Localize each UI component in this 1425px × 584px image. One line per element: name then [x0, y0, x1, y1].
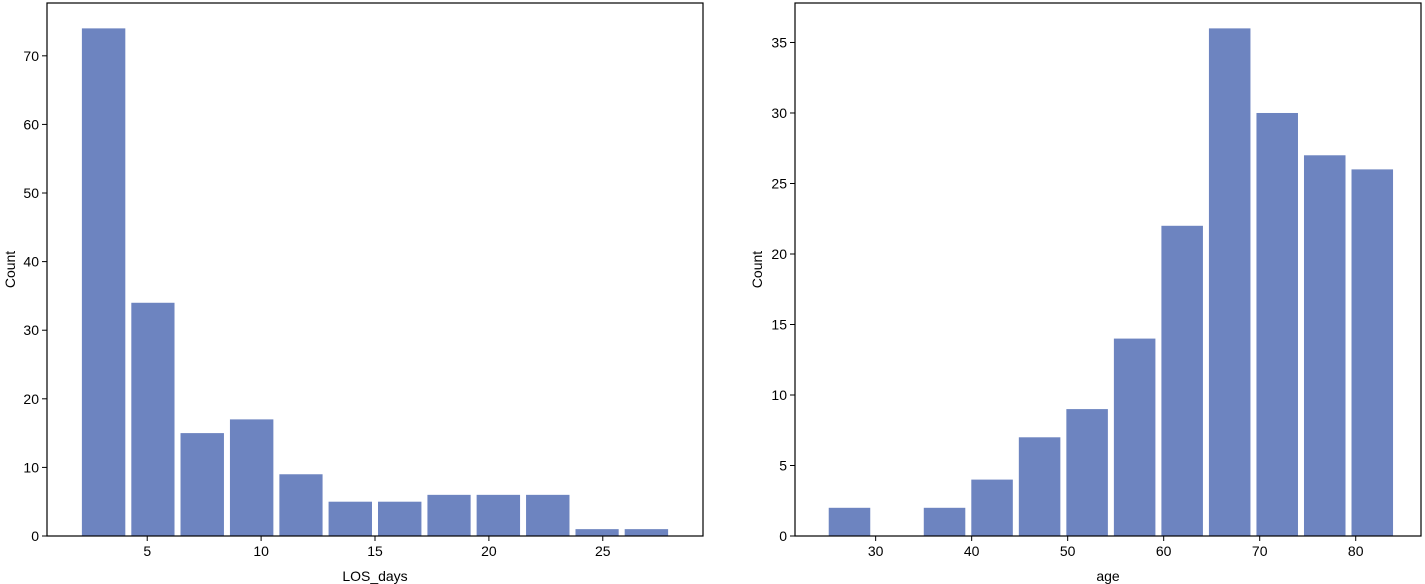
- y-tick-label: 40: [23, 254, 39, 270]
- y-tick-label: 15: [771, 316, 787, 332]
- bar: [378, 501, 422, 536]
- bar: [476, 494, 521, 536]
- x-axis-label: age: [1096, 568, 1120, 584]
- bar: [328, 501, 372, 536]
- bar: [624, 529, 669, 536]
- x-tick-label: 30: [868, 543, 884, 559]
- bar: [1161, 225, 1203, 536]
- bar: [828, 507, 871, 536]
- x-tick-label: 40: [964, 543, 980, 559]
- x-tick-label: 25: [595, 543, 611, 559]
- y-axis-label: Count: [2, 251, 18, 288]
- bar: [1256, 112, 1298, 536]
- bar: [1303, 155, 1346, 537]
- y-tick-label: 20: [23, 391, 39, 407]
- bar: [1018, 437, 1061, 536]
- y-axis-label: Count: [749, 251, 765, 288]
- bar: [923, 507, 966, 536]
- y-tick-label: 35: [771, 34, 787, 50]
- x-tick-label: 70: [1252, 543, 1268, 559]
- y-tick-label: 70: [23, 48, 39, 64]
- bar: [526, 494, 570, 536]
- y-tick-label: 20: [771, 246, 787, 262]
- bar: [575, 529, 619, 536]
- plot-frame: [794, 2, 1422, 537]
- bar: [427, 494, 471, 536]
- x-tick-label: 60: [1156, 543, 1172, 559]
- x-tick-label: 5: [143, 543, 151, 559]
- x-tick-label: 80: [1348, 543, 1364, 559]
- y-tick-label: 60: [23, 116, 39, 132]
- x-axis-label: LOS_days: [342, 568, 407, 584]
- bar: [180, 433, 224, 536]
- y-tick-label: 5: [779, 457, 787, 473]
- bar: [971, 479, 1013, 536]
- x-tick-label: 20: [481, 543, 497, 559]
- bar: [81, 28, 126, 537]
- x-tick-label: 10: [253, 543, 269, 559]
- x-tick-label: 15: [367, 543, 383, 559]
- bar: [1066, 409, 1108, 536]
- bar: [229, 419, 274, 536]
- bar: [279, 474, 323, 536]
- y-tick-label: 0: [779, 528, 787, 544]
- y-tick-label: 25: [771, 175, 787, 191]
- bar: [1208, 28, 1251, 537]
- bar: [131, 302, 175, 536]
- y-tick-label: 10: [771, 387, 787, 403]
- x-tick-label: 50: [1060, 543, 1076, 559]
- y-tick-label: 10: [23, 459, 39, 475]
- bar: [1113, 338, 1156, 536]
- y-tick-label: 30: [23, 322, 39, 338]
- y-tick-label: 0: [31, 528, 39, 544]
- bar: [1351, 169, 1394, 537]
- y-tick-label: 50: [23, 185, 39, 201]
- y-tick-label: 30: [771, 105, 787, 121]
